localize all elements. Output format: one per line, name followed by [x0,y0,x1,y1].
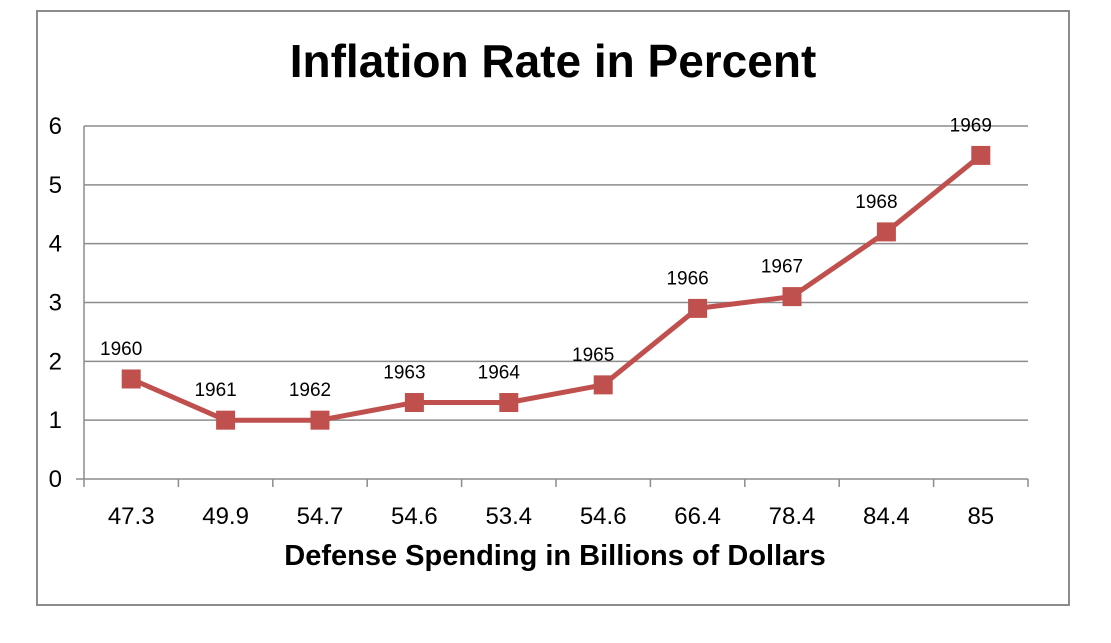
data-label-1963: 1963 [383,363,425,384]
data-point-1964 [499,393,519,413]
data-point-1969 [971,145,991,165]
x-tick-label-7: 78.4 [769,503,816,530]
x-axis-title: Defense Spending in Billions of Dollars [284,540,825,572]
data-label-1969: 1969 [950,115,992,136]
x-tick-label-1: 49.9 [202,503,249,530]
series-markers [121,145,991,430]
data-point-1963 [404,393,424,413]
point-labels: 1960 1961 1962 1963 1964 1965 1966 1967 1968 1969 [100,115,992,401]
y-tick-label-4: 4 [49,231,62,258]
data-point-1960 [121,369,141,389]
x-tick-label-0: 47.3 [108,503,155,530]
series-line [128,152,984,423]
x-tick-label-6: 66.4 [674,503,721,530]
chart-title: Inflation Rate in Percent [290,35,817,87]
y-tick-label-0: 0 [49,466,62,493]
data-label-1962: 1962 [289,380,331,401]
y-tick-label-3: 3 [49,290,62,317]
data-label-1964: 1964 [478,363,521,384]
y-tick-labels: 0 1 2 3 4 5 6 [49,113,62,493]
data-point-1968 [876,222,896,242]
data-point-1967 [782,287,802,307]
x-tick-label-3: 54.6 [391,503,438,530]
data-point-1965 [593,375,613,395]
data-label-1961: 1961 [194,380,236,401]
x-tick-label-8: 84.4 [863,503,910,530]
data-label-1960: 1960 [100,339,142,360]
data-label-1966: 1966 [666,268,708,289]
y-tick-label-2: 2 [49,348,62,375]
data-label-1965: 1965 [572,345,614,366]
data-label-1967: 1967 [761,257,803,278]
data-point-1962 [310,410,330,430]
series-inflation [128,152,984,423]
data-point-1961 [216,410,236,430]
y-tick-label-1: 1 [49,407,62,434]
data-label-1968: 1968 [855,192,897,213]
x-tick-label-2: 54.7 [297,503,344,530]
data-point-1966 [688,298,708,318]
x-tick-labels: 47.3 49.9 54.7 54.6 53.4 54.6 66.4 78.4 84.4 85 [108,503,994,530]
grid-lines [84,125,1028,421]
y-tick-label-5: 5 [49,172,62,199]
y-tick-label-6: 6 [49,113,62,140]
x-tick-label-4: 53.4 [485,503,532,530]
axes [76,126,1029,487]
chart-frame [36,10,1070,606]
x-tick-label-9: 85 [967,503,994,530]
x-tick-label-5: 54.6 [580,503,627,530]
